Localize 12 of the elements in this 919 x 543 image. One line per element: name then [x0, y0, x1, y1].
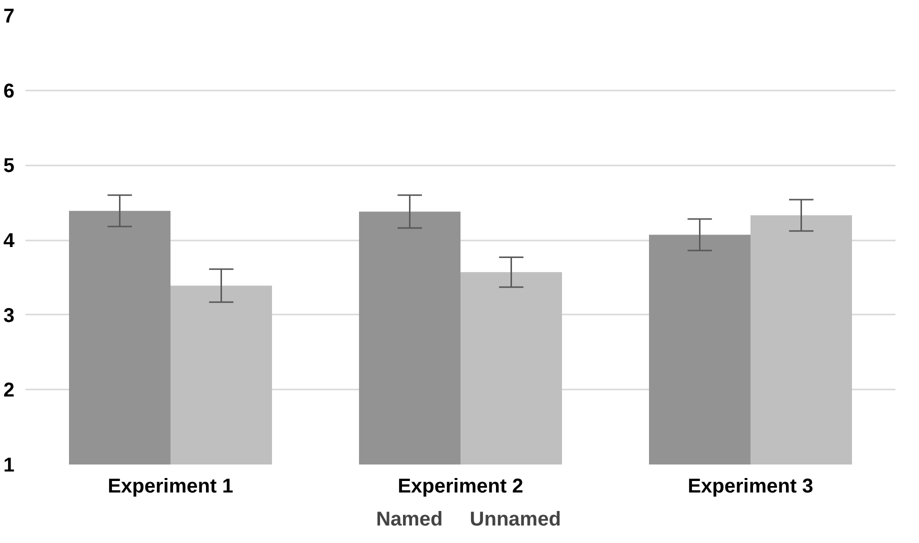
text: Named — [376, 508, 443, 532]
y-tick-label: 6 — [3, 80, 14, 102]
y-tick-label: 5 — [3, 155, 14, 178]
y-tick-label: 4 — [3, 230, 16, 252]
y-tick-label: 2 — [3, 380, 14, 402]
x-tick-label: Experiment 3 — [688, 476, 814, 498]
y-tick-label: 7 — [3, 6, 14, 28]
x-tick-label: Experiment 2 — [398, 476, 524, 498]
y-tick-label: 1 — [3, 454, 14, 476]
x-tick-label: Experiment 1 — [108, 476, 234, 498]
y-tick-label: 3 — [3, 304, 14, 327]
text: Unnamed — [470, 508, 561, 532]
